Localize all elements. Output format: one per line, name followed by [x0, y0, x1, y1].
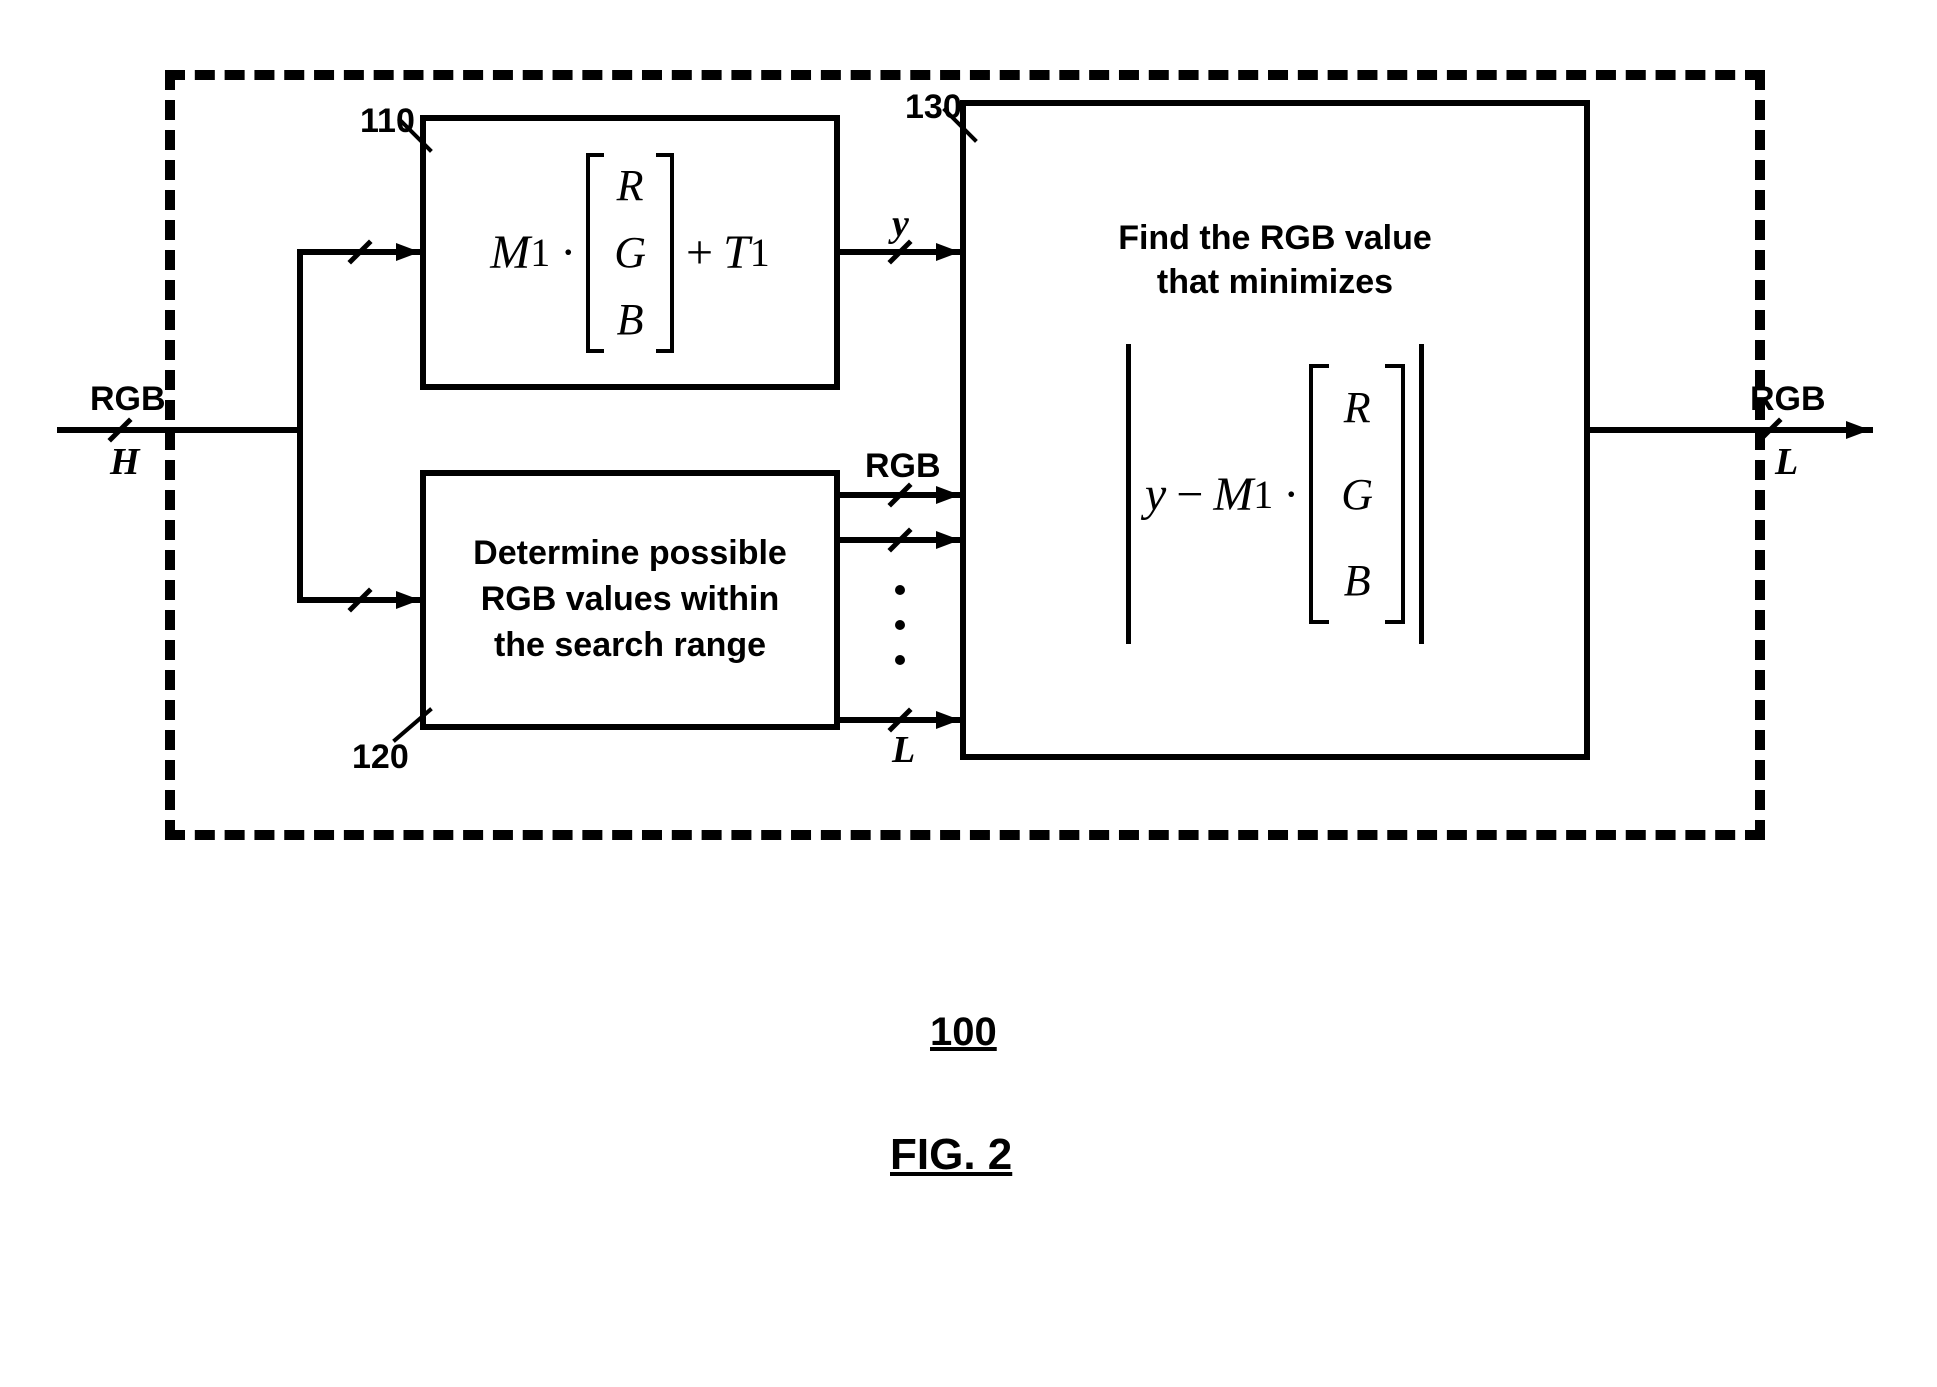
candidate-signal-label-bottom: L	[892, 728, 915, 772]
figure-ref-100: 100	[930, 1010, 997, 1055]
output-signal-label-top: RGB	[1750, 380, 1826, 419]
output-signal-label-bottom: L	[1775, 440, 1798, 484]
block-130-equation: y − M1 · R G B	[1126, 344, 1424, 644]
diagram-stage: M1 · R G B + T1 110 Determine possible R…	[0, 0, 1937, 1387]
figure-caption: FIG. 2	[890, 1130, 1012, 1180]
signal-y-label: y	[892, 202, 909, 246]
block-120-text: Determine possible RGB values within the…	[473, 531, 787, 669]
ref-label-130: 130	[905, 88, 962, 127]
block-110-equation: M1 · R G B + T1	[490, 153, 770, 353]
candidate-signal-label-top: RGB	[865, 447, 941, 486]
block-130-minimizer: Find the RGB value that minimizes y − M1…	[960, 100, 1590, 760]
input-signal-label-bottom: H	[110, 440, 140, 484]
input-signal-label-top: RGB	[90, 380, 166, 419]
ref-label-110: 110	[360, 102, 415, 141]
ref-label-120: 120	[352, 738, 409, 777]
block-110-transform: M1 · R G B + T1	[420, 115, 840, 390]
block-130-title: Find the RGB value that minimizes	[1118, 216, 1432, 304]
block-120-search-range: Determine possible RGB values within the…	[420, 470, 840, 730]
